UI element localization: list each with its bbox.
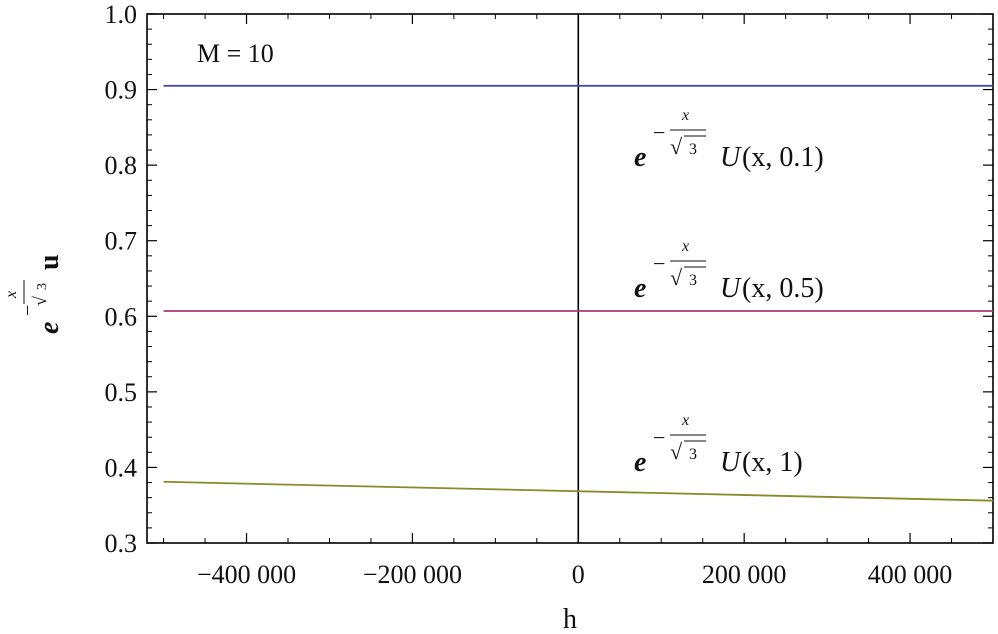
- curve-label-minus: −: [653, 251, 665, 276]
- curve-label-numerator: x: [681, 412, 689, 429]
- y-axis-title-sqrt-sign: √: [30, 296, 50, 306]
- y-tick-label: 1.0: [105, 0, 138, 29]
- curve-label-sqrt-sign: √: [670, 439, 683, 464]
- curve-label-args: (x, 1): [742, 447, 803, 478]
- curve-label-numerator: x: [681, 238, 689, 255]
- curve-label-args: (x, 0.5): [742, 273, 824, 304]
- y-axis-title-minus: −: [17, 305, 39, 316]
- x-axis-title: h: [563, 604, 577, 634]
- y-axis-title-numerator: x: [3, 291, 20, 299]
- curve-label-2: e−x √ 3 U (x, 0.5): [634, 238, 824, 304]
- curve-label-sqrt-sign: √: [670, 134, 683, 159]
- x-tick-label: 200 000: [702, 560, 787, 589]
- curve-label-denominator: 3: [689, 141, 697, 158]
- series-line-3: [163, 480, 994, 502]
- curve-label-sqrt-sign: √: [670, 265, 683, 290]
- x-tick-label: 0: [572, 560, 585, 589]
- curve-label-e: e: [634, 447, 646, 478]
- y-tick-label: 0.7: [105, 227, 138, 256]
- curve-label-denominator: 3: [689, 446, 697, 463]
- curve-label-denominator: 3: [689, 272, 697, 289]
- y-tick-label: 0.9: [105, 76, 138, 105]
- y-tick-label: 0.3: [105, 529, 138, 558]
- y-tick-label: 0.8: [105, 151, 138, 180]
- curve-label-function: U: [720, 273, 742, 304]
- y-tick-label: 0.4: [105, 453, 138, 482]
- x-tick-label: −200 000: [363, 560, 462, 589]
- curve-label-minus: −: [653, 425, 665, 450]
- curve-label-e: e: [634, 273, 646, 304]
- y-tick-label: 0.6: [105, 302, 138, 331]
- y-axis-title-suffix: u: [34, 254, 65, 270]
- y-axis-title-denominator: 3: [35, 283, 50, 290]
- curve-label-args: (x, 0.1): [742, 142, 824, 173]
- curve-label-numerator: x: [681, 107, 689, 124]
- curve-label-3: e−x √ 3 U (x, 1): [634, 412, 803, 478]
- plot-frame: [146, 13, 994, 544]
- y-axis-title: e − x √ 3 u: [3, 254, 65, 334]
- y-tick-label: 0.5: [105, 378, 138, 407]
- curve-label-function: U: [720, 142, 742, 173]
- curve-label-function: U: [720, 447, 742, 478]
- x-tick-label: −400 000: [197, 560, 296, 589]
- curve-label-minus: −: [653, 120, 665, 145]
- x-tick-label: 400 000: [868, 560, 953, 589]
- curve-label-1: e−x √ 3 U (x, 0.1): [634, 107, 824, 173]
- curve-label-e: e: [634, 142, 646, 173]
- y-axis-title-base: e: [34, 322, 65, 334]
- parameter-annotation: M = 10: [197, 39, 274, 68]
